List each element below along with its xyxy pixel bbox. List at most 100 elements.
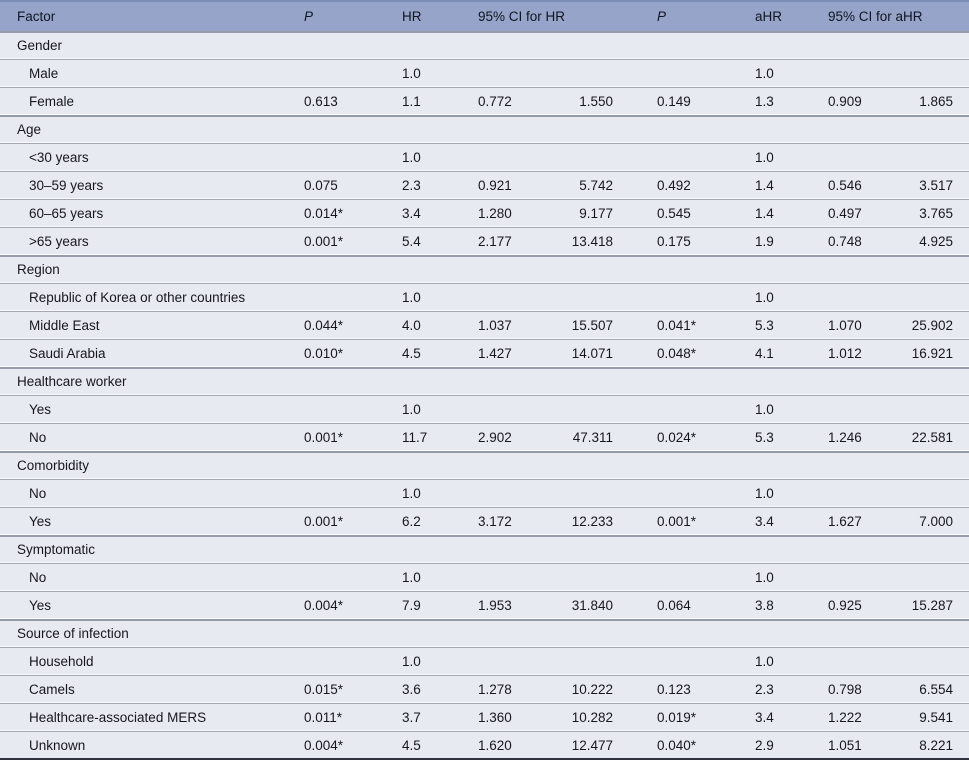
table-row: Household 1.0 1.0 xyxy=(0,647,969,675)
aci-lower: 1.246 xyxy=(815,423,895,451)
table-row: Yes 0.004* 7.9 1.953 31.840 0.064 3.8 0.925 15.2… xyxy=(0,591,969,619)
aci-lower: 1.222 xyxy=(815,703,895,731)
aci-lower: 0.748 xyxy=(815,227,895,255)
hr-value: 1.1 xyxy=(395,87,470,115)
hr-value: 1.0 xyxy=(395,283,470,311)
ci-upper: 10.222 xyxy=(545,675,625,703)
adjusted-p-value: 0.123 xyxy=(625,675,745,703)
ahr-value: 2.3 xyxy=(745,675,815,703)
aci-upper: 8.221 xyxy=(895,731,969,760)
aci-lower: 0.909 xyxy=(815,87,895,115)
p-value xyxy=(290,395,395,423)
table-row: Unknown 0.004* 4.5 1.620 12.477 0.040* 2.9 1.05… xyxy=(0,731,969,760)
ci-lower: 2.902 xyxy=(470,423,545,451)
adjusted-p-value: 0.040* xyxy=(625,731,745,760)
ci-upper: 15.507 xyxy=(545,311,625,339)
adjusted-p-value: 0.492 xyxy=(625,171,745,199)
p-value: 0.004* xyxy=(290,591,395,619)
ci-upper: 14.071 xyxy=(545,339,625,367)
hr-value: 1.0 xyxy=(395,395,470,423)
aci-upper xyxy=(895,479,969,507)
aci-lower xyxy=(815,479,895,507)
aci-lower: 0.497 xyxy=(815,199,895,227)
ci-upper xyxy=(545,647,625,675)
ci-upper: 10.282 xyxy=(545,703,625,731)
hr-value: 1.0 xyxy=(395,59,470,87)
aci-upper xyxy=(895,563,969,591)
p-value: 0.014* xyxy=(290,199,395,227)
aci-upper: 9.541 xyxy=(895,703,969,731)
ci-lower: 0.772 xyxy=(470,87,545,115)
row-label: Male xyxy=(0,59,290,87)
section-label: Region xyxy=(0,255,969,283)
section-row: Comorbidity xyxy=(0,451,969,479)
table-row: 30–59 years 0.075 2.3 0.921 5.742 0.492 1.4 0.5… xyxy=(0,171,969,199)
table-row: Yes 1.0 1.0 xyxy=(0,395,969,423)
table-row: <30 years 1.0 1.0 xyxy=(0,143,969,171)
ahr-value: 5.3 xyxy=(745,311,815,339)
table-row: No 1.0 1.0 xyxy=(0,563,969,591)
ci-lower: 1.427 xyxy=(470,339,545,367)
aci-lower: 1.012 xyxy=(815,339,895,367)
adjusted-p-value xyxy=(625,563,745,591)
section-label: Age xyxy=(0,115,969,143)
row-label: Yes xyxy=(0,395,290,423)
table-row: Yes 0.001* 6.2 3.172 12.233 0.001* 3.4 1.627 7.0… xyxy=(0,507,969,535)
hr-value: 1.0 xyxy=(395,563,470,591)
ci-upper: 47.311 xyxy=(545,423,625,451)
table-row: Camels 0.015* 3.6 1.278 10.222 0.123 2.3 0.798 6… xyxy=(0,675,969,703)
hr-value: 4.5 xyxy=(395,731,470,760)
p-value xyxy=(290,143,395,171)
p-value: 0.613 xyxy=(290,87,395,115)
col-header-ci-hr: 95% CI for HR xyxy=(470,0,625,31)
ci-lower xyxy=(470,563,545,591)
hr-value: 5.4 xyxy=(395,227,470,255)
ci-upper: 12.477 xyxy=(545,731,625,760)
p-value xyxy=(290,647,395,675)
hr-value: 6.2 xyxy=(395,507,470,535)
aci-lower xyxy=(815,283,895,311)
p-value: 0.044* xyxy=(290,311,395,339)
table-row: Saudi Arabia 0.010* 4.5 1.427 14.071 0.048* 4.… xyxy=(0,339,969,367)
p-value: 0.011* xyxy=(290,703,395,731)
aci-upper: 7.000 xyxy=(895,507,969,535)
row-label: <30 years xyxy=(0,143,290,171)
section-label: Healthcare worker xyxy=(0,367,969,395)
aci-upper: 25.902 xyxy=(895,311,969,339)
row-label: Middle East xyxy=(0,311,290,339)
table-row: No 0.001* 11.7 2.902 47.311 0.024* 5.3 1.246 22.… xyxy=(0,423,969,451)
ci-upper: 13.418 xyxy=(545,227,625,255)
aci-upper: 3.517 xyxy=(895,171,969,199)
p-value xyxy=(290,59,395,87)
p-value: 0.001* xyxy=(290,227,395,255)
ci-lower xyxy=(470,59,545,87)
hr-value: 1.0 xyxy=(395,479,470,507)
ci-lower: 3.172 xyxy=(470,507,545,535)
hr-value: 3.7 xyxy=(395,703,470,731)
row-label: Republic of Korea or other countries xyxy=(0,283,290,311)
row-label: No xyxy=(0,479,290,507)
row-label: No xyxy=(0,423,290,451)
row-label: Yes xyxy=(0,507,290,535)
ci-upper: 31.840 xyxy=(545,591,625,619)
p-value xyxy=(290,283,395,311)
adjusted-p-value: 0.175 xyxy=(625,227,745,255)
p-value xyxy=(290,479,395,507)
adjusted-p-value: 0.024* xyxy=(625,423,745,451)
ci-lower: 1.280 xyxy=(470,199,545,227)
section-row: Source of infection xyxy=(0,619,969,647)
adjusted-p-value: 0.001* xyxy=(625,507,745,535)
hr-value: 3.4 xyxy=(395,199,470,227)
col-header-ahr: aHR xyxy=(745,0,815,31)
ci-upper xyxy=(545,563,625,591)
section-label: Comorbidity xyxy=(0,451,969,479)
row-label: 30–59 years xyxy=(0,171,290,199)
section-label: Source of infection xyxy=(0,619,969,647)
hr-value: 1.0 xyxy=(395,647,470,675)
adjusted-p-value xyxy=(625,143,745,171)
aci-lower xyxy=(815,59,895,87)
ci-upper xyxy=(545,59,625,87)
aci-upper: 1.865 xyxy=(895,87,969,115)
p-value: 0.075 xyxy=(290,171,395,199)
